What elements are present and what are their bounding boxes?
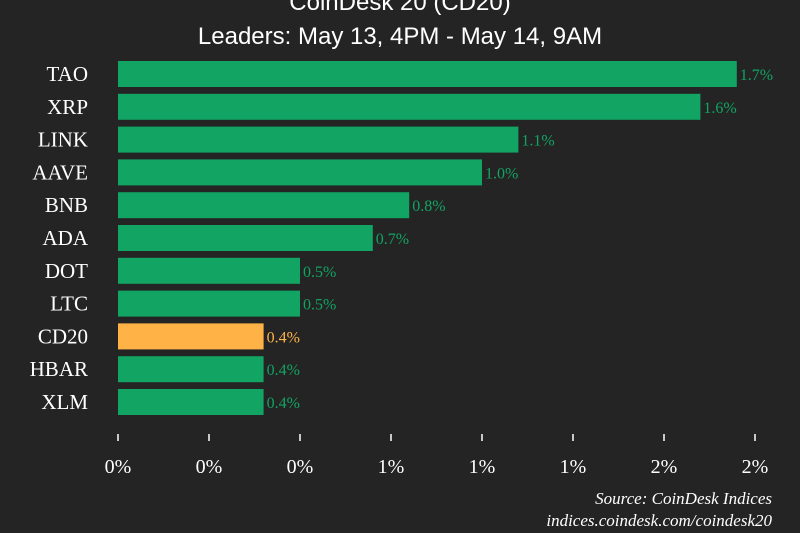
bar-xlm [118,389,264,415]
bar-link [118,126,519,153]
bar-aave [118,159,482,186]
x-tick-label: 1% [469,456,496,478]
source-line-1: Source: CoinDesk Indices [595,489,772,508]
category-label-xlm: XLM [41,390,88,414]
category-label-aave: AAVE [32,160,88,184]
category-label-bnb: BNB [45,193,88,217]
category-label-hbar: HBAR [30,357,88,381]
bar-tao [118,61,737,87]
category-label-ada: ADA [43,226,89,250]
bar-bnb [118,192,410,219]
category-label-dot: DOT [45,259,88,283]
bar-ada [118,225,373,251]
bar-cd20 [118,323,264,350]
x-tick-label: 0% [105,456,132,478]
x-tick-label: 2% [651,456,678,478]
value-label-xrp: 1.6% [703,100,736,117]
value-label-bnb: 0.8% [412,198,445,215]
chart-title-block: CoinDesk 20 (CD20) Leaders: May 13, 4PM … [0,0,800,54]
x-tick-label: 0% [196,456,223,478]
x-tick-label: 2% [742,456,769,478]
category-label-tao: TAO [47,62,88,86]
bar-hbar [118,356,264,383]
x-tick-label: 1% [378,456,405,478]
value-label-ltc: 0.5% [303,297,336,314]
source-note: Source: CoinDesk Indices indices.coindes… [546,488,772,532]
source-line-2: indices.coindesk.com/coindesk20 [546,511,772,530]
category-label-link: LINK [38,128,88,152]
value-label-hbar: 0.4% [267,362,300,379]
value-label-ada: 0.7% [376,231,409,248]
value-label-cd20: 0.4% [267,329,300,346]
category-label-ltc: LTC [50,292,88,316]
x-tick-label: 0% [287,456,314,478]
value-label-dot: 0.5% [303,264,336,281]
category-label-cd20: CD20 [38,324,88,348]
category-label-xrp: XRP [47,95,88,119]
bar-xrp [118,93,701,120]
value-label-xlm: 0.4% [267,395,300,412]
bar-ltc [118,290,300,317]
value-label-link: 1.1% [521,133,554,150]
chart-subtitle: Leaders: May 13, 4PM - May 14, 9AM [197,23,603,50]
x-tick-label: 1% [560,456,587,478]
value-label-aave: 1.0% [485,165,518,182]
value-label-tao: 1.7% [740,67,773,84]
bar-dot [118,257,300,284]
chart-title: CoinDesk 20 (CD20) [289,0,511,16]
